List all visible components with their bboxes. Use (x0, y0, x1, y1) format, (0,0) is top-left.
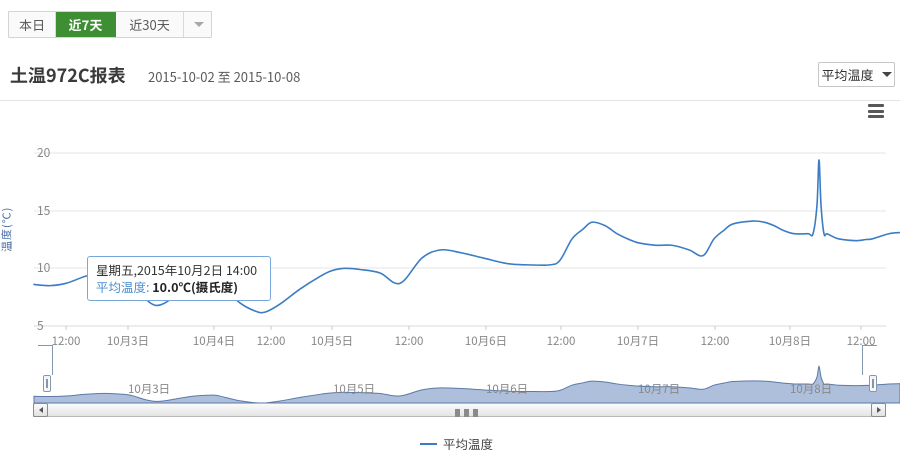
svg-text:12:00: 12:00 (52, 333, 81, 349)
svg-text:15: 15 (37, 202, 51, 219)
svg-text:10月8日: 10月8日 (769, 333, 811, 349)
svg-text:12:00: 12:00 (395, 333, 424, 349)
svg-text:12:00: 12:00 (547, 333, 576, 349)
svg-text:10: 10 (37, 259, 51, 276)
svg-text:10月4日: 10月4日 (193, 333, 235, 349)
svg-text:5: 5 (37, 317, 44, 334)
svg-text:12:00: 12:00 (257, 333, 286, 349)
svg-text:12:00: 12:00 (701, 333, 730, 349)
svg-text:10月7日: 10月7日 (617, 333, 659, 349)
svg-text:10月3日: 10月3日 (107, 333, 149, 349)
svg-text:20: 20 (37, 144, 51, 161)
svg-text:10月6日: 10月6日 (465, 333, 507, 349)
svg-text:10月5日: 10月5日 (311, 333, 353, 349)
